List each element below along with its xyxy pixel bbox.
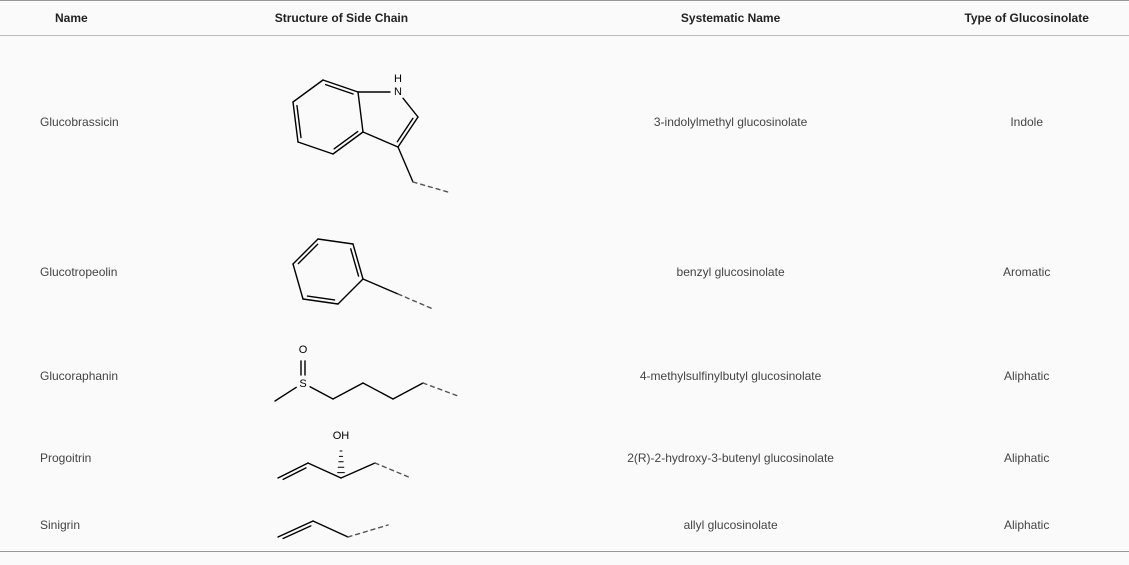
header-row: Name Structure of Side Chain Systematic … <box>0 1 1129 36</box>
cell-structure: OS <box>255 335 537 417</box>
cell-type: Aliphatic <box>924 335 1129 417</box>
header-systematic: Systematic Name <box>537 1 925 36</box>
cell-structure <box>255 499 537 552</box>
table-row: Sinigrin allyl glucosinolateAliphatic <box>0 499 1129 552</box>
cell-systematic: benzyl glucosinolate <box>537 208 925 335</box>
cell-systematic: 3-indolylmethyl glucosinolate <box>537 36 925 209</box>
glucosinolate-table: Name Structure of Side Chain Systematic … <box>0 0 1129 552</box>
svg-text:OH: OH <box>332 430 349 442</box>
header-type: Type of Glucosinolate <box>924 1 1129 36</box>
table-row: Progoitrin OH 2(R)-2-hydroxy-3-butenyl glu… <box>0 417 1129 499</box>
header-structure: Structure of Side Chain <box>255 1 537 36</box>
svg-text:H: H <box>394 73 402 85</box>
cell-structure <box>255 208 537 335</box>
cell-type: Aliphatic <box>924 417 1129 499</box>
cell-systematic: 4-methylsulfinylbutyl glucosinolate <box>537 335 925 417</box>
cell-systematic: allyl glucosinolate <box>537 499 925 552</box>
table-row: Glucotropeolin benzyl glucosinolateAromat… <box>0 208 1129 335</box>
cell-name: Progoitrin <box>0 417 255 499</box>
cell-type: Indole <box>924 36 1129 209</box>
cell-type: Aliphatic <box>924 499 1129 552</box>
cell-structure: HN <box>255 36 537 209</box>
table-row: GlucoraphaninOS4-methylsulfinylbutyl glu… <box>0 335 1129 417</box>
table-body: GlucobrassicinHN3-indolylmethyl glucosin… <box>0 36 1129 552</box>
cell-systematic: 2(R)-2-hydroxy-3-butenyl glucosinolate <box>537 417 925 499</box>
table-row: GlucobrassicinHN3-indolylmethyl glucosin… <box>0 36 1129 209</box>
svg-text:S: S <box>299 378 306 390</box>
cell-name: Glucotropeolin <box>0 208 255 335</box>
cell-name: Glucobrassicin <box>0 36 255 209</box>
cell-name: Sinigrin <box>0 499 255 552</box>
cell-name: Glucoraphanin <box>0 335 255 417</box>
cell-type: Aromatic <box>924 208 1129 335</box>
cell-structure: OH <box>255 417 537 499</box>
header-name: Name <box>0 1 255 36</box>
svg-text:O: O <box>298 344 307 356</box>
svg-text:N: N <box>394 86 402 98</box>
